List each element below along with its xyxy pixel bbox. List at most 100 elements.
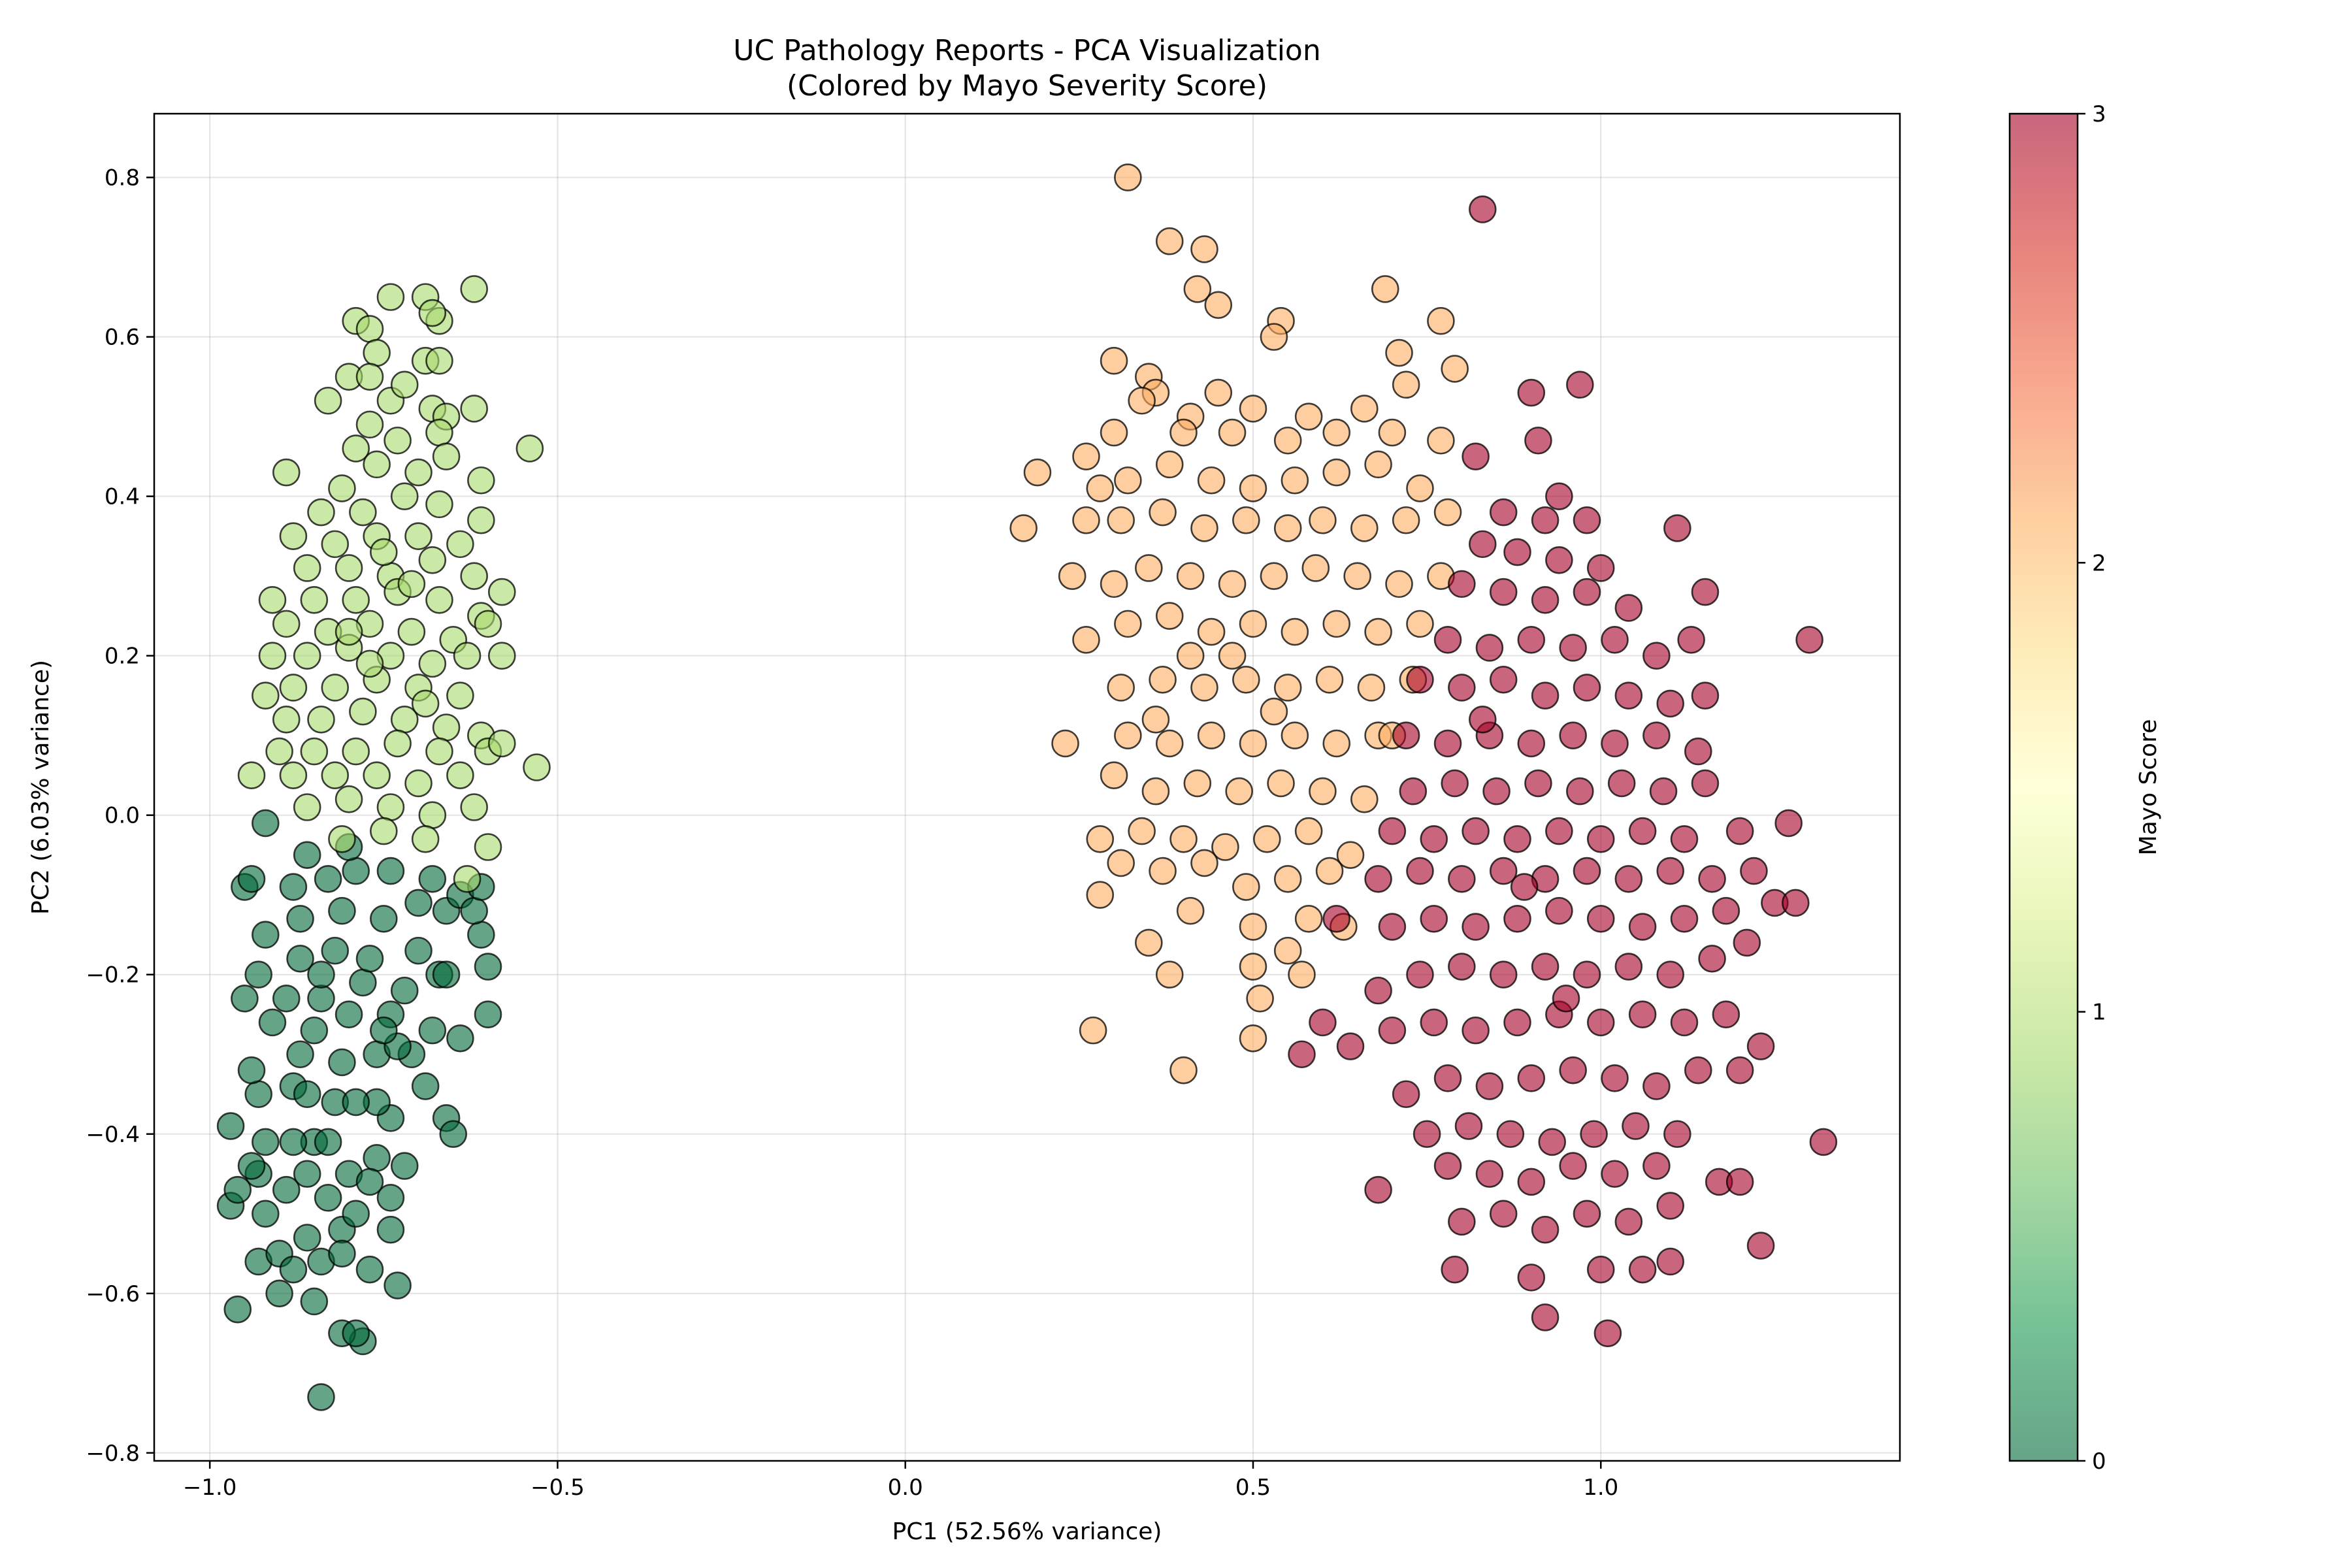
data-point-mayo-1 [384, 426, 412, 455]
data-point-mayo-1 [404, 769, 433, 798]
data-point-mayo-2 [1128, 386, 1156, 415]
data-point-mayo-2 [1273, 865, 1302, 893]
data-point-mayo-3 [1593, 1319, 1622, 1348]
y-tick-label: 0.2 [105, 644, 140, 670]
data-point-mayo-0 [404, 936, 433, 965]
data-point-mayo-0 [237, 865, 266, 893]
data-point-mayo-3 [1725, 817, 1754, 845]
data-point-mayo-2 [1260, 697, 1288, 726]
data-point-mayo-3 [1628, 817, 1657, 845]
data-point-mayo-1 [460, 562, 488, 590]
data-point-mayo-1 [342, 434, 370, 463]
data-point-mayo-1 [487, 642, 516, 670]
data-point-mayo-1 [397, 570, 426, 598]
data-point-mayo-3 [1468, 530, 1497, 559]
data-point-mayo-1 [300, 737, 329, 766]
data-point-mayo-2 [1239, 610, 1267, 638]
data-point-mayo-3 [1656, 857, 1685, 885]
data-point-mayo-3 [1309, 1008, 1337, 1037]
data-point-mayo-2 [1322, 458, 1351, 487]
data-point-mayo-3 [1322, 905, 1351, 933]
data-point-mayo-0 [252, 921, 280, 949]
data-point-mayo-0 [300, 1287, 329, 1316]
data-point-mayo-3 [1406, 857, 1434, 885]
data-point-mayo-2 [1072, 625, 1100, 654]
data-point-mayo-0 [279, 1255, 308, 1284]
data-point-mayo-3 [1691, 578, 1720, 606]
data-point-mayo-0 [231, 985, 259, 1013]
data-point-mayo-2 [1427, 306, 1455, 335]
data-point-mayo-2 [1322, 610, 1351, 638]
data-point-mayo-3 [1531, 1303, 1560, 1331]
data-point-mayo-3 [1517, 1168, 1546, 1196]
data-point-mayo-0 [314, 865, 342, 893]
data-point-mayo-3 [1462, 817, 1490, 845]
data-point-mayo-2 [1134, 928, 1163, 957]
data-point-mayo-3 [1614, 1207, 1643, 1236]
data-point-mayo-3 [1628, 913, 1657, 941]
data-point-mayo-2 [1378, 418, 1407, 447]
data-point-mayo-2 [1246, 985, 1274, 1013]
data-point-mayo-2 [1190, 674, 1218, 702]
data-point-mayo-1 [293, 793, 321, 821]
data-point-mayo-3 [1656, 1247, 1685, 1276]
data-point-mayo-2 [1149, 857, 1177, 885]
data-point-mayo-3 [1378, 1016, 1407, 1045]
data-point-mayo-3 [1656, 960, 1685, 989]
data-point-mayo-2 [1086, 825, 1115, 853]
data-point-mayo-3 [1524, 426, 1552, 455]
y-tick-label: −0.8 [86, 1441, 140, 1467]
data-point-mayo-0 [286, 1040, 314, 1069]
data-point-mayo-1 [355, 410, 384, 439]
data-point-mayo-0 [272, 985, 301, 1013]
data-point-mayo-1 [446, 761, 474, 789]
data-point-mayo-3 [1573, 857, 1601, 885]
data-point-mayo-2 [1288, 960, 1316, 989]
data-point-mayo-1 [425, 585, 453, 614]
data-point-mayo-1 [363, 450, 391, 479]
data-point-mayo-3 [1656, 1192, 1685, 1220]
data-point-mayo-2 [1141, 777, 1170, 806]
data-point-mayo-1 [515, 434, 544, 463]
data-point-mayo-0 [349, 968, 377, 997]
data-point-mayo-1 [369, 538, 398, 566]
data-point-mayo-0 [244, 960, 272, 989]
data-point-mayo-0 [314, 1184, 342, 1212]
data-point-mayo-3 [1503, 1008, 1531, 1037]
data-point-mayo-3 [1614, 594, 1643, 622]
data-point-mayo-0 [286, 945, 314, 973]
data-point-mayo-3 [1573, 506, 1601, 534]
data-point-mayo-2 [1114, 610, 1142, 638]
data-point-mayo-2 [1155, 960, 1184, 989]
data-point-mayo-0 [418, 1016, 447, 1045]
data-point-mayo-1 [411, 825, 440, 853]
y-axis-label: PC2 (6.03% variance) [27, 660, 54, 915]
data-point-mayo-1 [349, 697, 377, 726]
data-point-mayo-1 [265, 737, 293, 766]
data-point-mayo-2 [1051, 729, 1079, 758]
data-point-mayo-3 [1740, 857, 1768, 885]
data-point-mayo-1 [369, 817, 398, 845]
data-point-mayo-0 [342, 1319, 370, 1348]
data-point-mayo-2 [1252, 825, 1281, 853]
data-point-mayo-1 [355, 363, 384, 391]
data-point-mayo-3 [1712, 896, 1740, 925]
data-point-mayo-3 [1586, 825, 1615, 853]
data-point-mayo-3 [1614, 681, 1643, 710]
data-point-mayo-3 [1607, 769, 1636, 798]
data-point-mayo-2 [1190, 235, 1218, 263]
data-point-mayo-3 [1642, 1072, 1671, 1100]
data-point-mayo-3 [1524, 769, 1552, 798]
data-point-mayo-1 [349, 498, 377, 527]
data-point-mayo-3 [1733, 928, 1761, 957]
data-point-mayo-2 [1190, 849, 1218, 877]
data-point-mayo-3 [1545, 817, 1573, 845]
data-point-mayo-2 [1239, 953, 1267, 981]
data-point-mayo-3 [1468, 195, 1497, 223]
data-point-mayo-2 [1239, 1024, 1267, 1053]
data-point-mayo-1 [467, 506, 495, 534]
data-point-mayo-2 [1273, 936, 1302, 965]
data-point-mayo-3 [1392, 721, 1420, 749]
data-point-mayo-3 [1566, 370, 1594, 399]
data-point-mayo-3 [1531, 953, 1560, 981]
